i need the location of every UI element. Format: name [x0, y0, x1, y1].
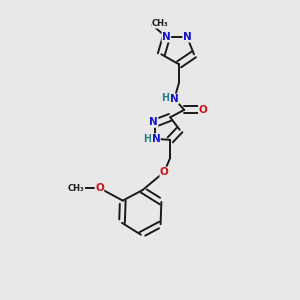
Text: N: N: [162, 32, 171, 42]
Text: H: H: [161, 93, 169, 103]
Text: CH₃: CH₃: [68, 184, 85, 193]
Text: O: O: [199, 105, 207, 115]
Text: N: N: [170, 94, 179, 104]
Text: N: N: [183, 32, 191, 42]
Text: O: O: [160, 167, 169, 177]
Text: H: H: [144, 134, 152, 144]
Text: N: N: [152, 134, 160, 144]
Text: CH₃: CH₃: [152, 19, 169, 28]
Text: O: O: [95, 183, 104, 193]
Text: N: N: [149, 117, 158, 128]
